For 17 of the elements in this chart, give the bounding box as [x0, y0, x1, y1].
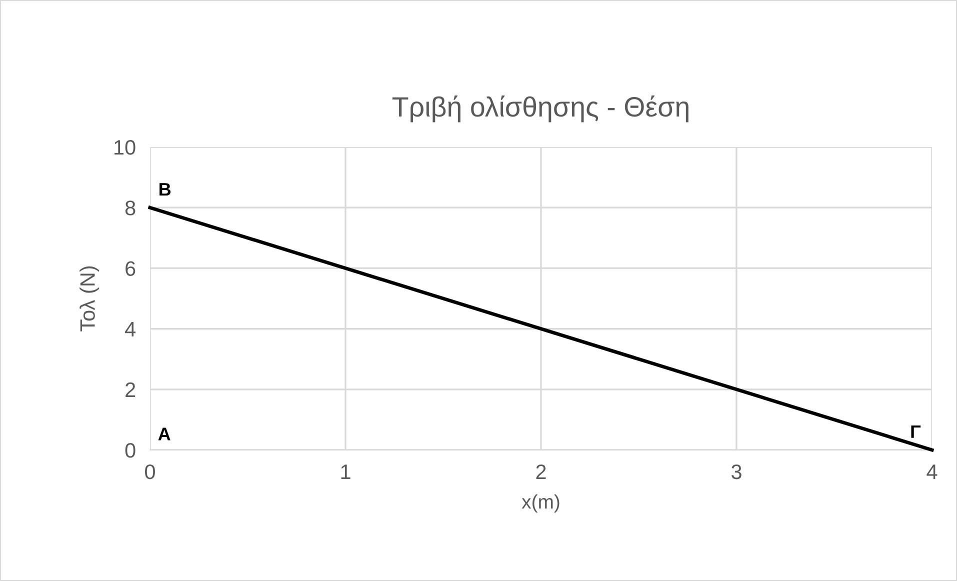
- y-tick-label: 8: [125, 200, 136, 216]
- annotation: B: [160, 183, 171, 196]
- annotation: Γ: [911, 426, 921, 438]
- y-tick-label: 2: [126, 382, 136, 397]
- x-tick-label: 4: [926, 464, 938, 479]
- x-tick-label: 1: [341, 464, 350, 479]
- x-axis-title: x(m): [522, 494, 560, 513]
- y-tick-label: 6: [126, 261, 136, 276]
- chart-title: Τριβή ολίσθησης - Θέση: [392, 96, 688, 122]
- y-tick-label: 4: [125, 322, 136, 336]
- x-tick-label: 3: [732, 464, 742, 480]
- y-tick-label: 0: [125, 443, 136, 458]
- annotation: A: [158, 428, 170, 440]
- x-tick-label: 0: [145, 464, 155, 480]
- y-tick-label: 10: [114, 140, 136, 155]
- x-tick-label: 2: [536, 464, 546, 479]
- y-axis-title: Τολ (N): [80, 266, 100, 332]
